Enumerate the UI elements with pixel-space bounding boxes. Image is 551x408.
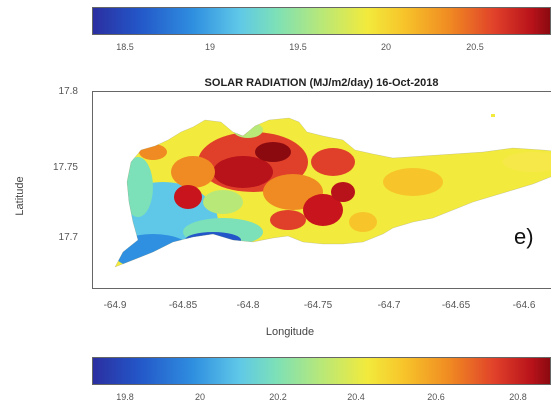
top-colorbar-tick: 20.5 bbox=[466, 42, 484, 52]
map-panel bbox=[92, 91, 551, 289]
bottom-colorbar bbox=[92, 357, 551, 385]
x-tick-label: -64.85 bbox=[168, 300, 198, 311]
bottom-colorbar-tick: 19.8 bbox=[116, 392, 134, 402]
top-colorbar bbox=[92, 7, 551, 35]
top-colorbar-tick: 19 bbox=[204, 42, 216, 52]
offshore-cay bbox=[491, 114, 495, 117]
x-tick-label: -64.8 bbox=[236, 300, 260, 311]
map-title: SOLAR RADIATION (MJ/m2/day) 16-Oct-2018 bbox=[204, 77, 439, 89]
x-tick-label: -64.7 bbox=[377, 300, 401, 311]
x-tick-label: -64.9 bbox=[103, 300, 127, 311]
top-colorbar-tick: 19.5 bbox=[289, 42, 307, 52]
bottom-colorbar-tick: 20.8 bbox=[509, 392, 527, 402]
x-tick-label: -64.75 bbox=[303, 300, 333, 311]
bottom-colorbar-tick: 20.4 bbox=[347, 392, 365, 402]
y-tick-label: 17.7 bbox=[58, 232, 78, 243]
y-tick-label: 17.8 bbox=[58, 86, 78, 97]
panel-label: e) bbox=[514, 224, 534, 249]
x-tick-label: -64.65 bbox=[441, 300, 471, 311]
x-tick-label: -64.6 bbox=[512, 300, 536, 311]
bottom-colorbar-tick: 20.2 bbox=[269, 392, 287, 402]
island-map bbox=[114, 114, 551, 268]
top-colorbar-tick: 18.5 bbox=[116, 42, 134, 52]
y-tick-label: 17.75 bbox=[52, 162, 78, 173]
top-colorbar-tick: 20 bbox=[380, 42, 392, 52]
bottom-colorbar-tick: 20.6 bbox=[427, 392, 445, 402]
x-axis-label: Longitude bbox=[265, 326, 315, 338]
y-axis-label: Latitude bbox=[14, 176, 26, 216]
bottom-colorbar-tick: 20 bbox=[194, 392, 206, 402]
